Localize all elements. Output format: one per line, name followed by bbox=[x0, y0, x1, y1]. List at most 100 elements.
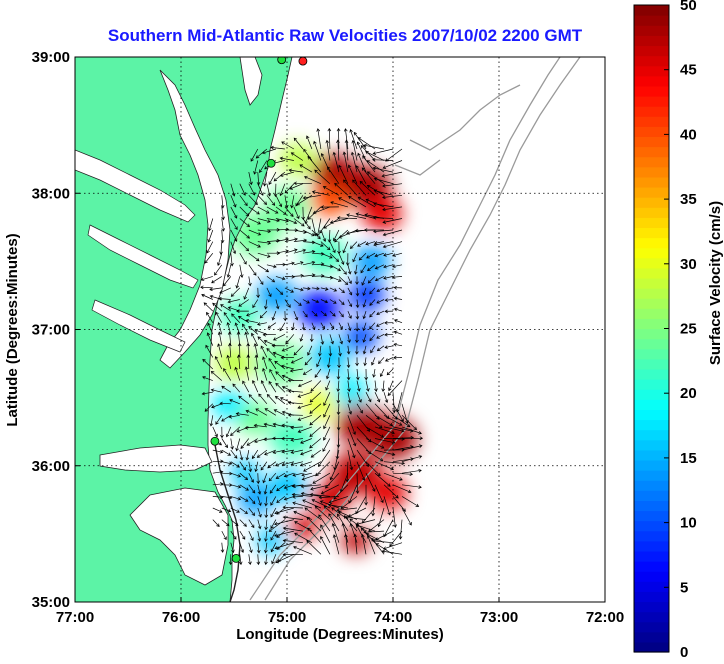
velocity-arrow bbox=[228, 414, 240, 419]
velocity-arrow bbox=[304, 206, 313, 225]
velocity-arrow bbox=[381, 171, 403, 178]
velocity-arrow bbox=[392, 507, 397, 528]
velocity-arrow bbox=[239, 229, 251, 239]
velocity-arrow bbox=[347, 426, 357, 447]
velocity-arrow bbox=[217, 343, 223, 358]
colorbar: 0 5 10 15 20 25 30 35 40 45 50 Surface Velocity (c… bbox=[633, 0, 724, 661]
velocity-arrow bbox=[355, 287, 360, 297]
velocity-arrow bbox=[361, 507, 376, 524]
colorbar-segment bbox=[634, 257, 669, 269]
velocity-arrow bbox=[239, 519, 247, 527]
velocity-arrow bbox=[384, 298, 394, 302]
velocity-arrow bbox=[384, 321, 394, 325]
velocity-arrow bbox=[239, 183, 246, 196]
river-york-james bbox=[91, 299, 186, 353]
velocity-arrow bbox=[290, 425, 303, 430]
colorbar-segment bbox=[634, 116, 669, 127]
velocity-arrow bbox=[283, 484, 295, 490]
velocity-arrow bbox=[355, 299, 360, 309]
velocity-arrow bbox=[282, 526, 303, 532]
velocity-arrow bbox=[276, 484, 286, 492]
velocity-arrow bbox=[347, 264, 352, 275]
velocity-arrow bbox=[383, 484, 399, 499]
pamlico-sound bbox=[129, 487, 229, 586]
velocity-arrow bbox=[345, 461, 350, 483]
velocity-arrow bbox=[320, 252, 333, 259]
x-tick-label: 74:00 bbox=[374, 609, 412, 626]
velocity-arrow bbox=[342, 151, 349, 173]
velocity-arrow bbox=[304, 357, 313, 366]
velocity-arrow bbox=[211, 276, 222, 284]
velocity-arrow bbox=[302, 368, 313, 375]
velocity-arrow bbox=[272, 333, 286, 341]
velocity-arrow bbox=[221, 206, 225, 221]
velocity-arrow bbox=[345, 253, 350, 266]
velocity-arrow bbox=[376, 310, 385, 316]
velocity-arrow bbox=[300, 484, 321, 489]
velocity-arrow bbox=[383, 276, 394, 280]
velocity-arrow bbox=[248, 554, 252, 565]
velocity-arrow bbox=[376, 333, 385, 339]
velocity-arrow bbox=[392, 403, 404, 422]
velocity-arrow bbox=[336, 127, 341, 150]
velocity-arrow bbox=[304, 507, 322, 520]
velocity-arrow bbox=[242, 323, 250, 335]
field-cell bbox=[309, 339, 349, 374]
velocity-arrow bbox=[281, 374, 295, 381]
velocity-arrow bbox=[363, 143, 385, 150]
velocity-arrow bbox=[230, 229, 238, 242]
velocity-arrow bbox=[365, 392, 372, 403]
velocity-arrow bbox=[381, 549, 403, 555]
velocity-arrow bbox=[263, 542, 268, 554]
velocity-arrow bbox=[234, 322, 241, 335]
velocity-arrow bbox=[230, 530, 237, 540]
velocity-arrow bbox=[266, 348, 277, 358]
colorbar-segment bbox=[634, 379, 669, 390]
velocity-arrow bbox=[219, 287, 231, 294]
velocity-arrow bbox=[311, 299, 320, 304]
velocity-arrow bbox=[248, 229, 262, 236]
velocity-arrow bbox=[206, 241, 214, 254]
velocity-arrow bbox=[311, 274, 325, 278]
velocity-arrow bbox=[384, 309, 394, 314]
velocity-arrow bbox=[221, 495, 233, 500]
velocity-arrow bbox=[266, 206, 279, 214]
velocity-arrow bbox=[239, 450, 244, 461]
velocity-arrow bbox=[346, 368, 351, 381]
velocity-arrow bbox=[348, 195, 367, 208]
velocity-arrow bbox=[374, 484, 384, 504]
velocity-arrow bbox=[230, 253, 234, 267]
velocity-arrow bbox=[330, 201, 348, 208]
velocity-arrow bbox=[383, 461, 405, 466]
velocity-arrow bbox=[220, 195, 225, 209]
velocity-arrow bbox=[373, 177, 394, 185]
velocity-arrow bbox=[382, 160, 403, 169]
velocity-arrow bbox=[264, 519, 268, 531]
velocity-arrow bbox=[329, 461, 340, 481]
velocity-arrow bbox=[257, 229, 272, 234]
velocity-arrow bbox=[327, 127, 332, 150]
velocity-arrow bbox=[338, 310, 344, 318]
velocity-arrow bbox=[242, 380, 250, 393]
colorbar-label: Surface Velocity (cm/s) bbox=[707, 201, 724, 365]
velocity-arrow bbox=[281, 449, 294, 454]
velocity-arrow bbox=[204, 252, 214, 264]
velocity-arrow bbox=[356, 368, 360, 381]
velocity-arrow bbox=[226, 264, 232, 278]
field-cell bbox=[348, 279, 385, 312]
velocity-arrow bbox=[329, 334, 335, 345]
velocity-arrow bbox=[210, 370, 223, 381]
velocity-arrow bbox=[384, 357, 394, 362]
velocity-arrow bbox=[220, 542, 225, 553]
velocity-arrow bbox=[235, 276, 241, 289]
radar-station-marker bbox=[277, 57, 287, 65]
velocity-arrow bbox=[356, 438, 372, 455]
colorbar-segment bbox=[634, 207, 669, 218]
radar-station-marker bbox=[231, 554, 241, 563]
velocity-arrow bbox=[382, 241, 403, 249]
velocity-arrow bbox=[230, 519, 239, 527]
velocity-arrow bbox=[251, 449, 259, 460]
velocity-arrow bbox=[311, 241, 324, 247]
velocity-arrow bbox=[329, 299, 337, 304]
velocity-arrow bbox=[293, 137, 304, 150]
